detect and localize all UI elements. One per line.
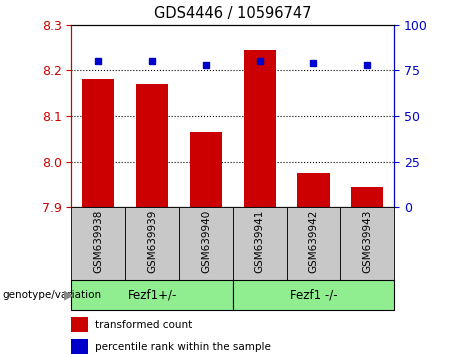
Text: transformed count: transformed count — [95, 320, 193, 330]
Text: ▶: ▶ — [64, 288, 73, 301]
Text: Fezf1 -/-: Fezf1 -/- — [290, 288, 337, 301]
Text: GSM639942: GSM639942 — [308, 209, 319, 273]
Bar — [71, 339, 88, 354]
Bar — [233, 280, 394, 310]
Bar — [297, 173, 330, 207]
Text: genotype/variation: genotype/variation — [2, 290, 101, 299]
Bar — [82, 80, 114, 207]
Bar — [233, 207, 287, 280]
Text: GSM639938: GSM639938 — [93, 209, 103, 273]
Bar — [125, 207, 179, 280]
Text: GSM639940: GSM639940 — [201, 209, 211, 273]
Text: GSM639943: GSM639943 — [362, 209, 372, 273]
Bar — [351, 187, 384, 207]
Bar — [136, 84, 168, 207]
Text: Fezf1+/-: Fezf1+/- — [127, 288, 177, 301]
Bar — [340, 207, 394, 280]
Bar — [287, 207, 340, 280]
Text: GSM639941: GSM639941 — [254, 209, 265, 273]
Bar — [179, 207, 233, 280]
Bar — [190, 132, 222, 207]
Bar — [71, 317, 88, 332]
Bar — [71, 207, 125, 280]
Bar — [71, 280, 233, 310]
Text: percentile rank within the sample: percentile rank within the sample — [95, 342, 272, 352]
Text: GSM639939: GSM639939 — [147, 209, 157, 273]
Bar — [243, 50, 276, 207]
Title: GDS4446 / 10596747: GDS4446 / 10596747 — [154, 6, 312, 21]
